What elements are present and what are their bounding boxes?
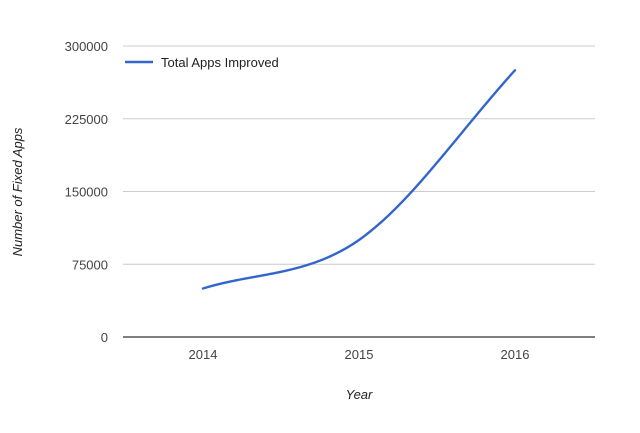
x-tick-label: 2015 [345,347,374,362]
y-tick-label: 75000 [72,257,108,272]
y-tick-label: 0 [101,330,108,345]
data-point [201,287,205,291]
legend-label: Total Apps Improved [161,55,279,70]
y-tick-label: 300000 [65,39,108,54]
x-tick-label: 2014 [189,347,218,362]
y-tick-label: 225000 [65,112,108,127]
y-axis-title: Number of Fixed Apps [10,127,25,256]
x-tick-label: 2016 [501,347,530,362]
x-axis-title: Year [346,387,373,402]
data-point [513,68,517,72]
series-line [201,69,517,290]
y-tick-label: 150000 [65,185,108,200]
data-point [357,238,361,242]
